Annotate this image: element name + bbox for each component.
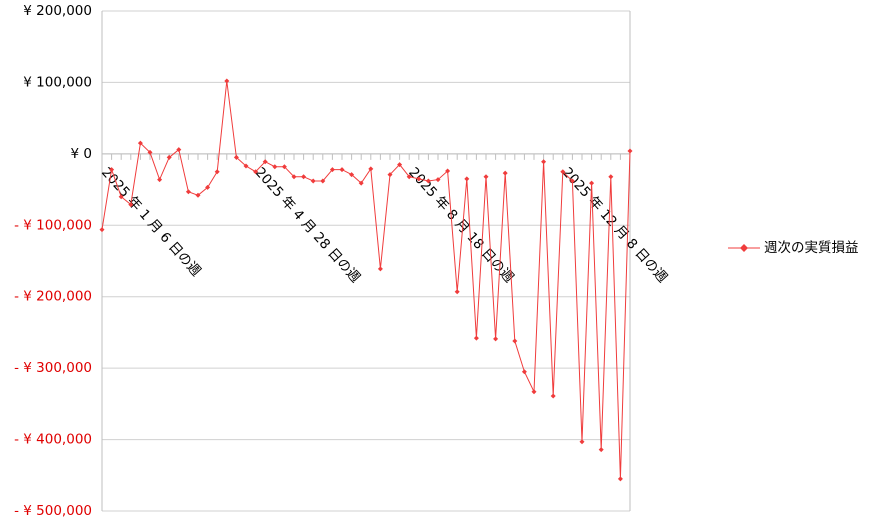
- point: [320, 178, 326, 184]
- point: [310, 178, 316, 184]
- point: [531, 389, 537, 395]
- point: [483, 174, 489, 180]
- point: [454, 289, 460, 295]
- point: [185, 189, 191, 195]
- point: [560, 169, 566, 175]
- point: [512, 338, 518, 344]
- point: [233, 154, 239, 160]
- legend-label: 週次の実質損益: [764, 240, 859, 256]
- point: [253, 169, 259, 175]
- point: [406, 174, 412, 180]
- point: [166, 154, 172, 160]
- y-tick-label: ¥ 100,000: [23, 74, 92, 90]
- point: [608, 174, 614, 180]
- point: [502, 170, 508, 176]
- y-tick-label: - ¥ 100,000: [14, 217, 92, 233]
- point: [387, 172, 393, 178]
- point: [377, 266, 383, 272]
- y-tick-label: - ¥ 500,000: [14, 503, 92, 519]
- y-tick-label: ¥ 200,000: [23, 3, 92, 19]
- point: [109, 167, 115, 173]
- point: [272, 164, 278, 170]
- point: [243, 163, 249, 169]
- point: [224, 78, 230, 84]
- point: [291, 174, 297, 180]
- point: [368, 166, 374, 172]
- point: [541, 159, 547, 165]
- point: [301, 174, 307, 180]
- x-tick-label: 2025 年 1 月 6 日の週: [98, 165, 204, 280]
- point: [205, 184, 211, 190]
- point: [416, 176, 422, 182]
- point: [521, 369, 527, 375]
- point: [262, 159, 268, 165]
- point: [281, 164, 287, 170]
- point: [550, 393, 556, 399]
- point: [195, 192, 201, 198]
- y-tick-label: - ¥ 400,000: [14, 432, 92, 448]
- point: [147, 149, 153, 155]
- y-tick-label: - ¥ 200,000: [14, 289, 92, 305]
- point: [339, 167, 345, 173]
- point: [435, 177, 441, 183]
- point: [617, 476, 623, 482]
- point: [569, 178, 575, 184]
- point: [589, 180, 595, 186]
- point: [358, 180, 364, 186]
- point: [425, 178, 431, 184]
- point: [493, 336, 499, 342]
- point: [176, 147, 182, 153]
- point: [464, 176, 470, 182]
- point: [214, 169, 220, 175]
- point: [627, 148, 633, 154]
- point: [329, 167, 335, 173]
- point: [118, 194, 124, 200]
- y-tick-label: - ¥ 300,000: [14, 360, 92, 376]
- series-line: [101, 80, 631, 479]
- point: [445, 168, 451, 174]
- point: [473, 335, 479, 341]
- point: [579, 439, 585, 445]
- point: [137, 140, 143, 146]
- point: [598, 447, 604, 453]
- point: [349, 172, 355, 178]
- point: [128, 202, 134, 208]
- point: [99, 227, 105, 233]
- legend-marker: [740, 244, 748, 252]
- point: [157, 177, 163, 183]
- point: [397, 162, 403, 168]
- y-tick-label: ¥ 0: [71, 146, 92, 162]
